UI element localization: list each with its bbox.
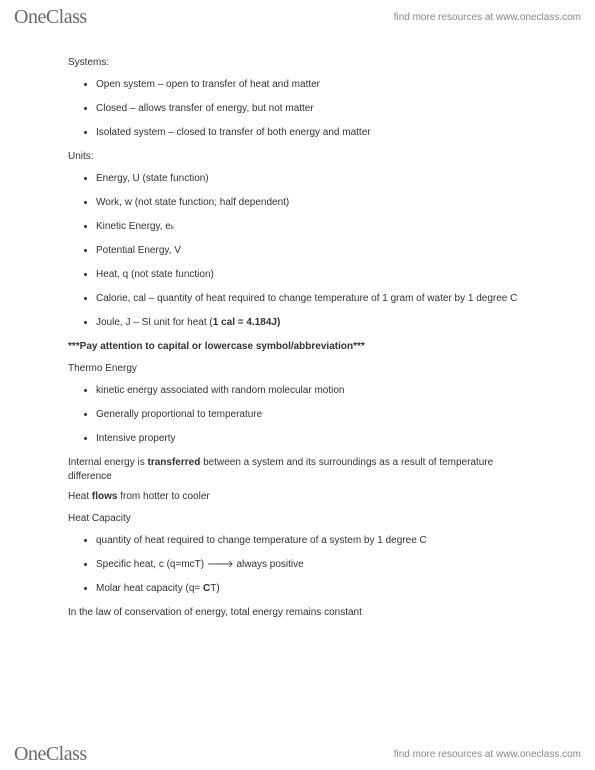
list-item: Work, w (not state function; half depend…	[96, 196, 527, 210]
list-item: Molar heat capacity (q= CT)	[96, 582, 527, 596]
list-item: quantity of heat required to change temp…	[96, 534, 527, 548]
thermo-list: kinetic energy associated with random mo…	[68, 384, 527, 446]
heat-flow-pre: Heat	[68, 491, 92, 502]
internal-energy-bold: transferred	[148, 457, 201, 468]
footer-tagline: find more resources at www.oneclass.com	[394, 749, 581, 760]
conservation-para: In the law of conservation of energy, to…	[68, 606, 527, 620]
heatcap-c-bold: C	[203, 583, 210, 594]
list-item: Closed – allows transfer of energy, but …	[96, 102, 527, 116]
brand-part1: One	[14, 6, 46, 28]
document-content: Systems: Open system – open to transfer …	[0, 48, 595, 626]
list-item: Specific heat, c (q=mcT) 🡒 always positi…	[96, 558, 527, 572]
joule-text-pre: Joule, J – SI unit for heat (	[96, 317, 213, 328]
brand-logo: OneClass	[14, 6, 87, 29]
systems-list: Open system – open to transfer of heat a…	[68, 78, 527, 140]
list-item: Generally proportional to temperature	[96, 408, 527, 422]
joule-bold: 1 cal = 4.184J)	[213, 317, 281, 328]
list-item: Open system – open to transfer of heat a…	[96, 78, 527, 92]
list-item: Kinetic Energy, eₖ	[96, 220, 527, 234]
heatcap-list: quantity of heat required to change temp…	[68, 534, 527, 596]
heatcap-heading: Heat Capacity	[68, 512, 527, 526]
internal-energy-para: Internal energy is transferred between a…	[68, 456, 527, 484]
footer-brand-logo: OneClass	[14, 743, 87, 766]
list-item: Potential Energy, V	[96, 244, 527, 258]
attention-note: ***Pay attention to capital or lowercase…	[68, 340, 527, 354]
list-item: Intensive property	[96, 432, 527, 446]
internal-energy-pre: Internal energy is	[68, 457, 148, 468]
footer-brand-part2: Class	[46, 743, 87, 765]
units-heading: Units:	[68, 150, 527, 164]
footer-brand-part1: One	[14, 743, 46, 765]
list-item: Isolated system – closed to transfer of …	[96, 126, 527, 140]
list-item: Joule, J – SI unit for heat (1 cal = 4.1…	[96, 316, 527, 330]
footer-bar: OneClass find more resources at www.onec…	[0, 737, 595, 770]
heat-flow-para: Heat flows from hotter to cooler	[68, 490, 527, 504]
list-item: kinetic energy associated with random mo…	[96, 384, 527, 398]
list-item: Heat, q (not state function)	[96, 268, 527, 282]
list-item: Calorie, cal – quantity of heat required…	[96, 292, 527, 306]
brand-part2: Class	[46, 6, 87, 28]
header-bar: OneClass find more resources at www.onec…	[0, 0, 595, 33]
units-list: Energy, U (state function) Work, w (not …	[68, 172, 527, 330]
thermo-heading: Thermo Energy	[68, 362, 527, 376]
heat-flow-bold: flows	[92, 491, 118, 502]
list-item: Energy, U (state function)	[96, 172, 527, 186]
systems-heading: Systems:	[68, 56, 527, 70]
heat-flow-post: from hotter to cooler	[117, 491, 209, 502]
header-tagline: find more resources at www.oneclass.com	[394, 12, 581, 23]
